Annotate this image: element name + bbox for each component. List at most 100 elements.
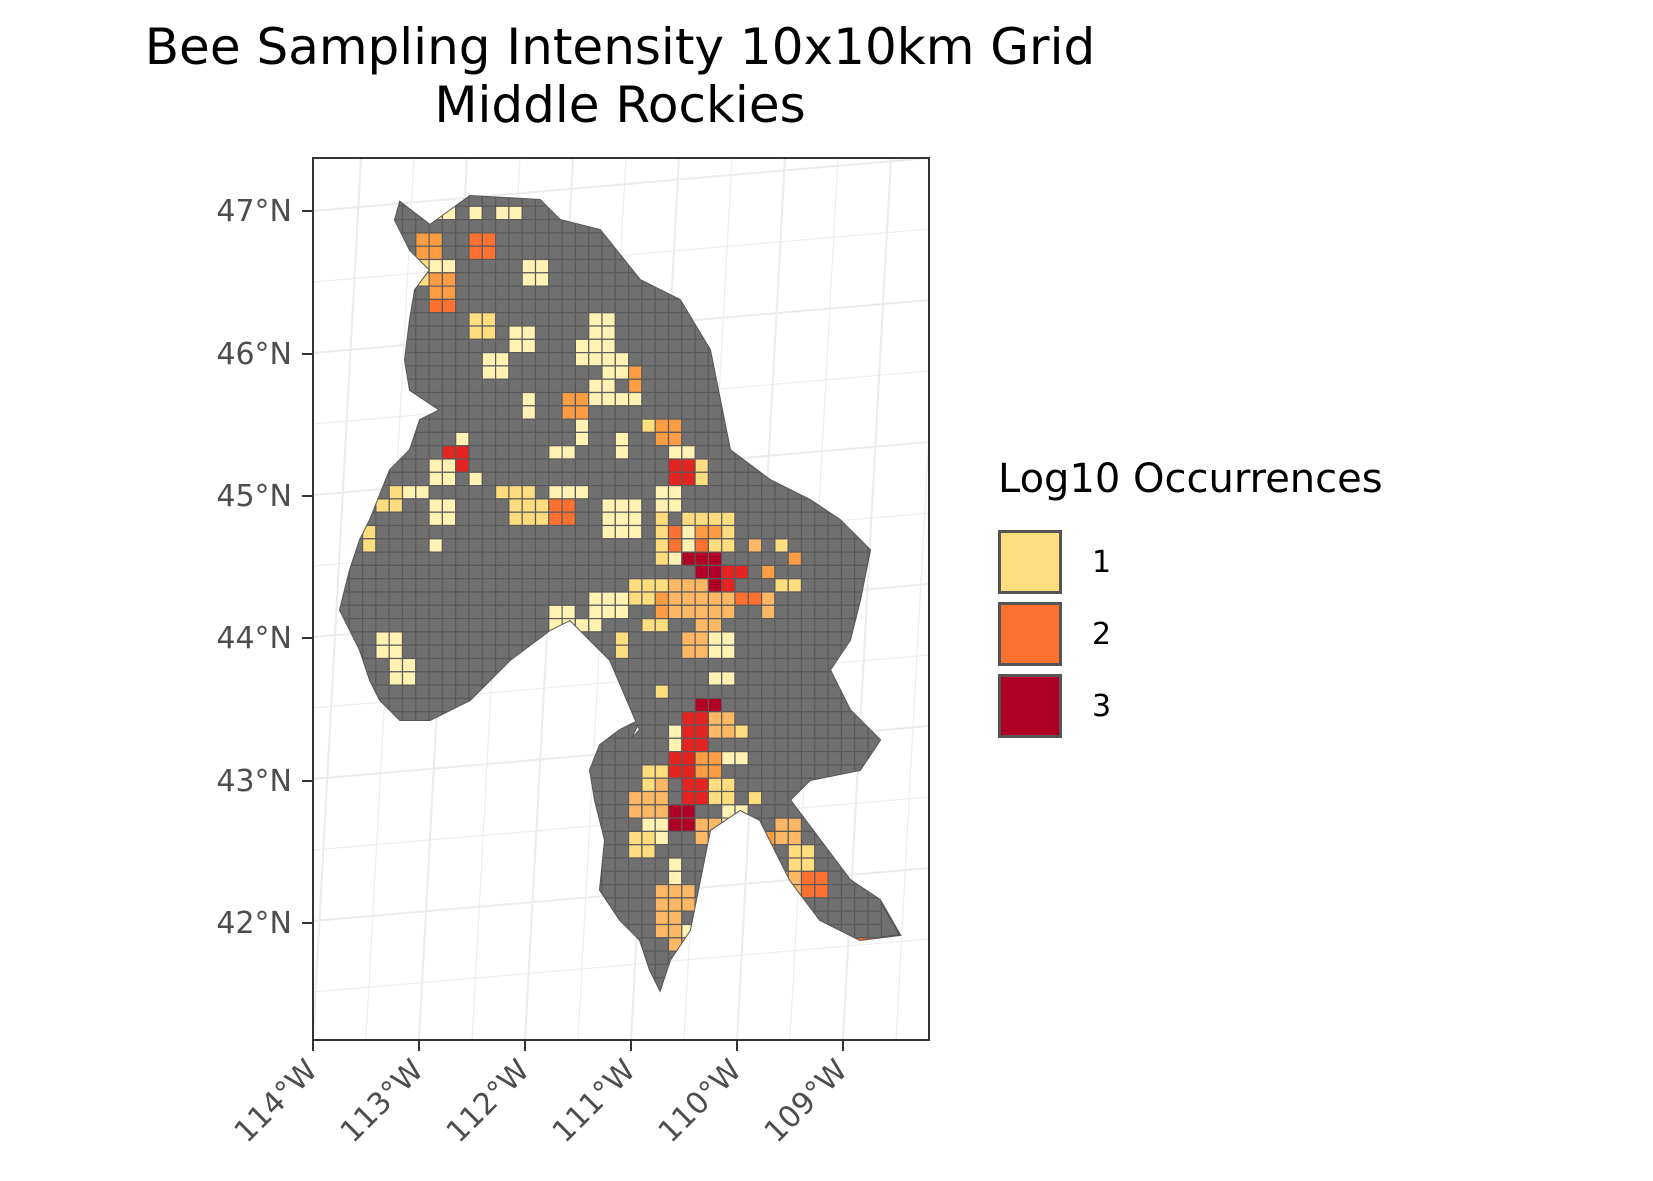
grid-cell [362, 196, 377, 207]
grid-cell [468, 352, 483, 367]
grid-cell [340, 538, 350, 553]
grid-cell [455, 737, 470, 753]
grid-cell [362, 245, 377, 261]
grid-cell [534, 538, 550, 553]
grid-cell [601, 524, 616, 540]
grid-cell [694, 258, 709, 274]
grid-cell [574, 471, 590, 487]
grid-cell [521, 391, 537, 407]
grid-cell [694, 697, 709, 713]
grid-cell [415, 591, 430, 606]
grid-cell [362, 538, 377, 553]
grid-cell [601, 245, 616, 261]
grid-cell [481, 298, 497, 314]
grid-cell [388, 923, 404, 939]
grid-cell [601, 498, 616, 513]
grid-cell [667, 578, 683, 593]
grid-cell [747, 937, 763, 952]
grid-cell [534, 245, 550, 261]
grid-cell [721, 644, 736, 660]
grid-cell [601, 578, 616, 593]
grid-cell [375, 365, 390, 380]
grid-cell [574, 671, 590, 686]
grid-cell [495, 764, 510, 779]
grid-cell [681, 196, 696, 207]
grid-cell [521, 657, 537, 673]
grid-cell [574, 830, 590, 846]
grid-cell [388, 897, 404, 912]
grid-cell [787, 644, 803, 660]
grid-cell [840, 604, 856, 620]
grid-cell [774, 258, 789, 274]
grid-cell [574, 538, 590, 553]
grid-cell [348, 937, 364, 952]
grid-cell [574, 325, 590, 340]
grid-cell [415, 684, 430, 699]
grid-cell [508, 923, 523, 939]
grid-cell [601, 485, 616, 500]
grid-cell [654, 338, 670, 354]
grid-cell [774, 445, 789, 460]
grid-cell [760, 591, 776, 606]
grid-cell [840, 564, 856, 580]
grid-cell [787, 750, 803, 766]
grid-cell [654, 378, 670, 394]
grid-cell [362, 338, 377, 354]
grid-cell [388, 591, 404, 606]
grid-cell [867, 617, 882, 633]
grid-cell [521, 684, 537, 699]
legend-key-2 [998, 602, 1062, 666]
grid-cell [814, 485, 829, 500]
grid-cell [681, 232, 696, 247]
grid-cell [401, 883, 417, 899]
grid-cell [721, 365, 736, 380]
grid-cell [428, 591, 444, 606]
x-axis: 114°W 113°W 112°W 111°W 110°W 109°W [228, 1040, 855, 1150]
grid-cell [375, 830, 390, 846]
grid-cell [747, 977, 763, 990]
grid-cell [654, 471, 670, 487]
grid-cell [588, 937, 603, 952]
grid-cell [601, 857, 616, 872]
grid-cell [627, 471, 643, 487]
grid-cell [827, 591, 842, 606]
grid-cell [774, 644, 789, 660]
grid-cell [707, 777, 723, 793]
grid-cell [481, 977, 497, 990]
grid-cell [534, 445, 550, 460]
grid-cell [601, 617, 616, 633]
grid-cell [747, 285, 763, 301]
grid-cell [840, 325, 856, 340]
grid-cell [694, 418, 709, 434]
x-tick-label: 110°W [652, 1053, 749, 1150]
grid-cell [534, 352, 550, 367]
grid-cell [721, 870, 736, 886]
grid-cell [601, 458, 616, 473]
grid-cell [415, 445, 430, 460]
grid-cell [428, 923, 444, 939]
grid-cell [481, 671, 497, 686]
grid-cell [468, 471, 483, 487]
grid-cell [814, 245, 829, 261]
grid-cell [747, 538, 763, 553]
grid-cell [787, 431, 803, 447]
grid-cell [441, 857, 457, 872]
grid-cell [495, 564, 510, 580]
grid-cell [747, 631, 763, 646]
grid-cell [415, 431, 430, 447]
grid-cell [694, 498, 709, 513]
grid-cell [814, 405, 829, 420]
grid-cell [614, 312, 630, 327]
grid-cell [707, 258, 723, 274]
grid-cell [561, 538, 576, 553]
grid-cell [455, 338, 470, 354]
grid-cell [375, 977, 390, 990]
grid-cell [734, 338, 749, 354]
grid-cell [521, 790, 537, 806]
grid-cell [348, 298, 364, 314]
grid-cell [441, 418, 457, 434]
grid-cell [681, 524, 696, 540]
grid-cell [614, 591, 630, 606]
grid-cell [667, 697, 683, 713]
grid-cell [468, 325, 483, 340]
